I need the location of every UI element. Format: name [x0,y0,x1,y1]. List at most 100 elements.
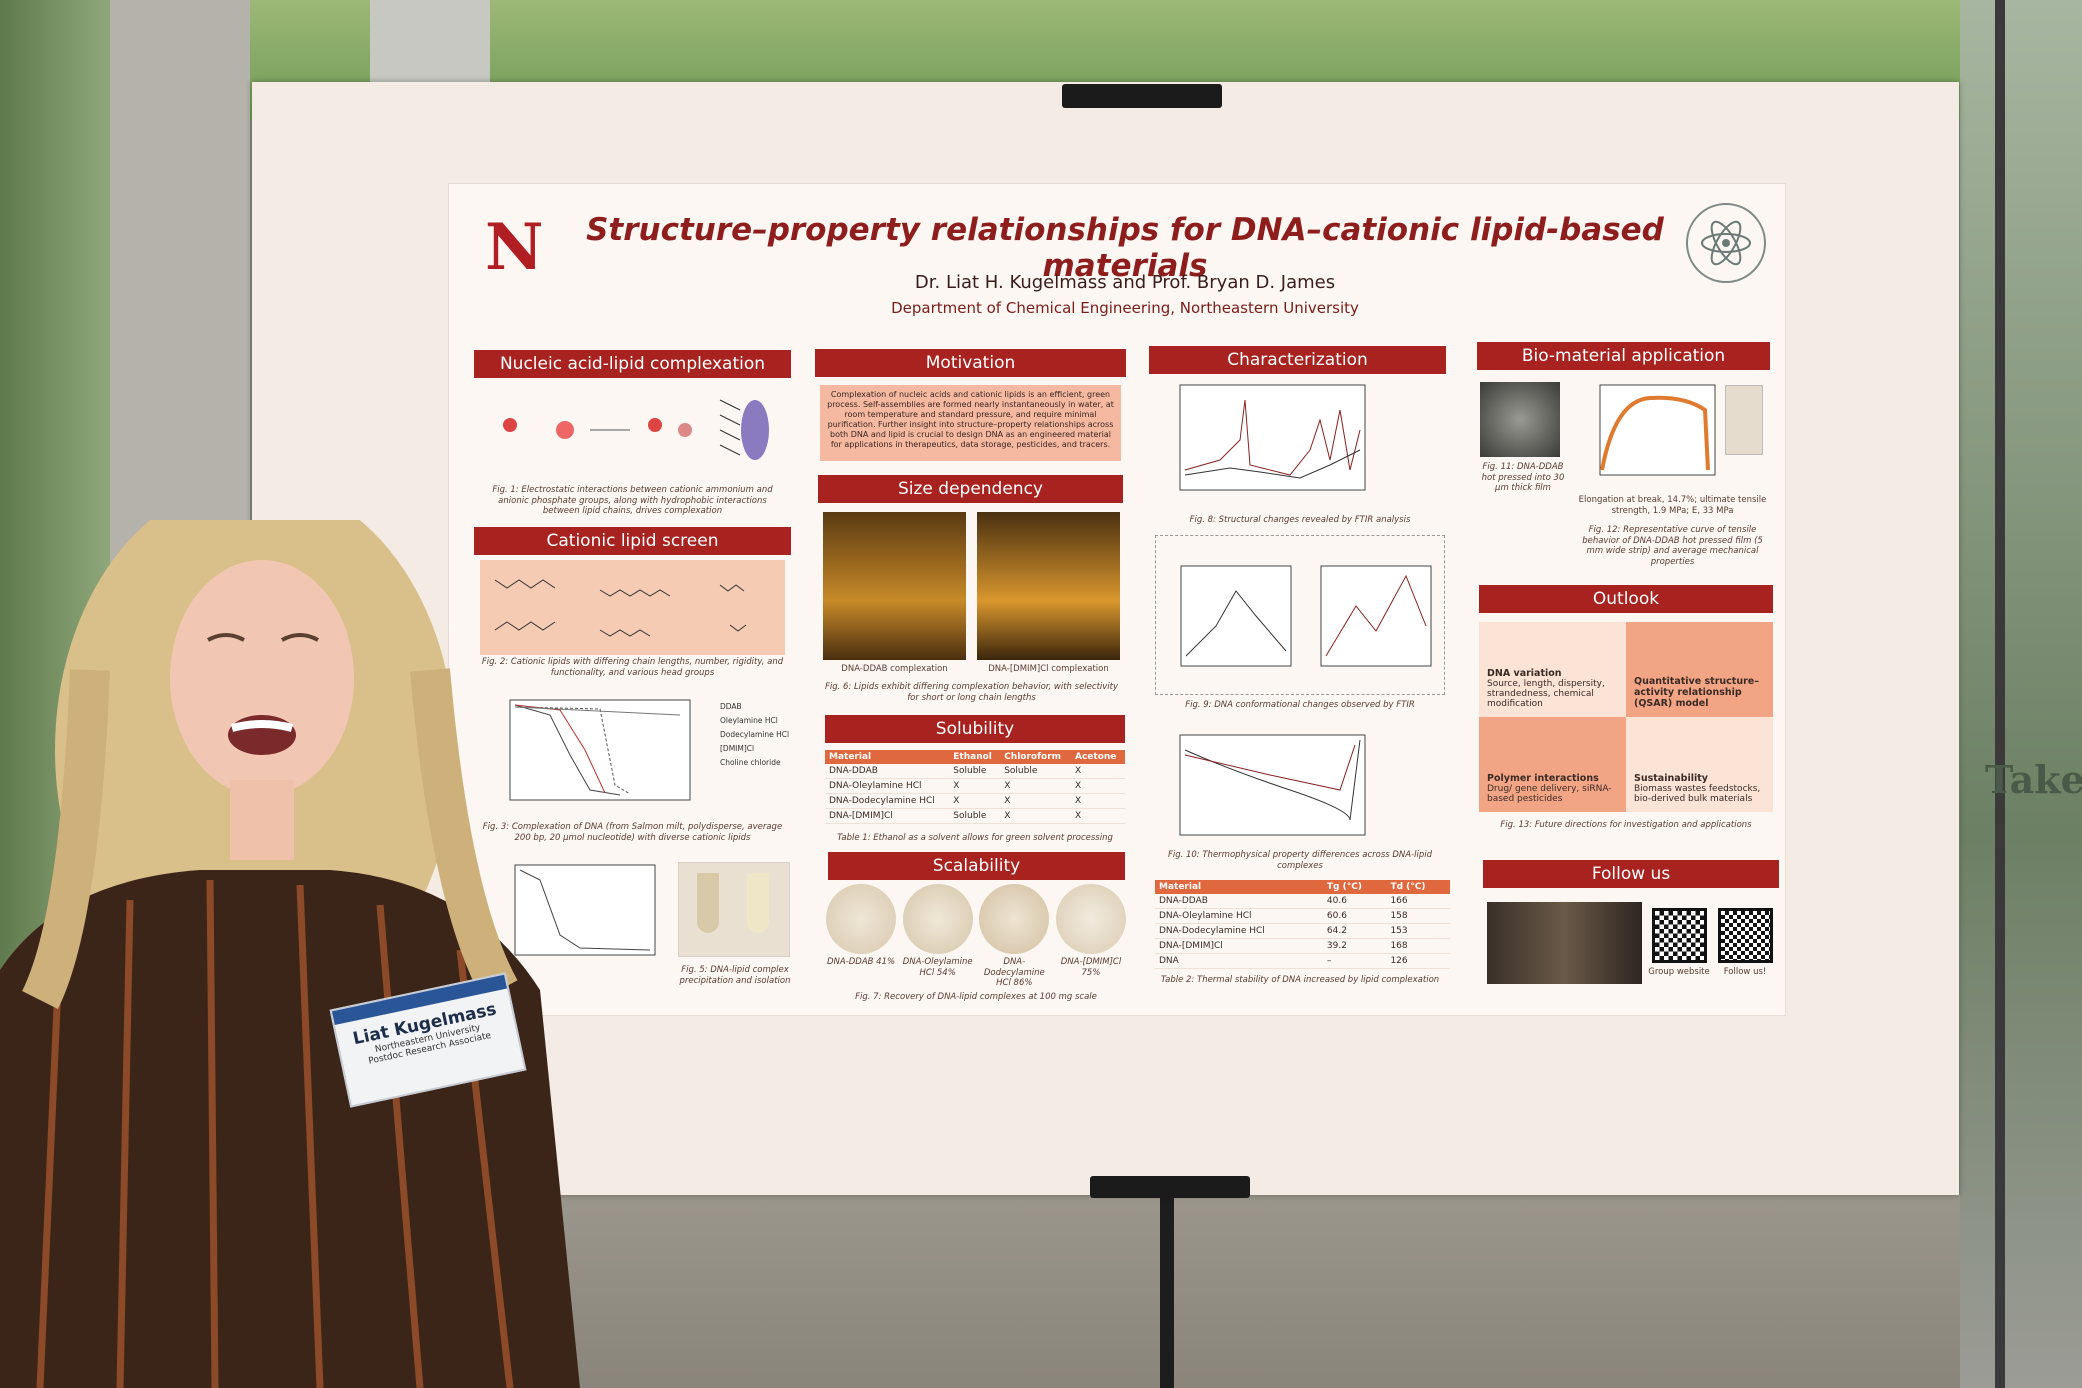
gel-label: DNA-DDAB complexation [841,664,948,674]
caption: Fig. 8: Structural changes revealed by F… [1189,515,1411,525]
gel-label: DNA-[DMIM]Cl complexation [988,664,1109,674]
schematic [503,399,769,460]
caption: Fig. 2: Cationic lipids with differing c… [481,657,784,678]
fig-conformation [1155,535,1445,695]
section-heading: Scalability [828,852,1125,880]
table-row: DNA-Dodecylamine HCl 64.2 153 [1155,923,1450,939]
caption: Fig. 11: DNA-DDAB hot pressed into 30 μm… [1481,462,1565,494]
table-cell: DNA-DDAB [1155,894,1323,909]
caption: Table 1: Ethanol as a solvent allows for… [837,833,1113,843]
caption: Fig. 5: DNA-lipid complex precipitation … [679,965,791,986]
qr-code [1718,908,1773,963]
legend-entry: [DMIM]Cl [720,744,755,753]
header-row: Material Tg (°C) Td (°C) [1155,880,1450,894]
atom [1701,220,1751,266]
table-cell: 166 [1386,894,1450,909]
easel-clip [1062,84,1222,108]
dish-label: DNA-Dodecylamine HCl 86% [983,957,1045,989]
window-frame [1995,0,2005,1388]
motivation-text: Complexation of nucleic acids and cation… [820,385,1121,461]
group-photo [1487,902,1642,984]
outlook-title: Polymer interactions [1487,773,1599,784]
section-heading: Characterization [1149,346,1446,374]
table-cell: 60.6 [1322,908,1387,924]
table-cell: DNA-Dodecylamine HCl [1155,923,1323,939]
table-cell: – [1322,953,1387,969]
dish: DNA-Oleylamine HCl 54% [902,884,973,989]
authors: Dr. Liat H. Kugelmass and Prof. Bryan D.… [914,272,1336,293]
table-row: DNA-[DMIM]Cl 39.2 168 [1155,938,1450,954]
film-photo [1480,382,1560,457]
link-label: Group website [1648,967,1710,977]
seal [1686,203,1766,283]
table-cell: X [949,778,1001,794]
outlook-text: Source, length, dispersity, strandedness… [1487,679,1605,709]
caption: Fig. 13: Future directions for investiga… [1500,820,1752,830]
table-cell: 158 [1386,908,1450,924]
section-heading: Follow us [1483,860,1779,888]
legend: DDAB Oleylamine HCl Dodecylamine HCl [DM… [720,700,789,770]
table-cell: Soluble [1000,764,1071,779]
link-label: Follow us! [1723,967,1767,977]
outlook-text: Drug/ gene delivery, siRNA-based pestici… [1487,784,1612,804]
table-cell: X [1000,793,1071,809]
fig-complexation [509,699,691,801]
floor [560,1195,1960,1388]
solubility-table: Material Ethanol Chloroform Acetone DNA-DDAB… [825,750,1125,824]
table-row: DNA-[DMIM]Cl Soluble X X [825,808,1125,824]
caption: Fig. 7: Recovery of DNA-lipid complexes … [855,992,1097,1002]
dish: DNA-DDAB 41% [826,884,896,989]
outlook-item: DNA variation Source, length, dispersity,… [1479,622,1626,717]
outlook-title: DNA variation [1487,668,1562,679]
window-right [1960,0,2082,1388]
table-cell: X [1071,793,1125,809]
table-row: DNA-DDAB 40.6 166 [1155,894,1450,909]
qr-code [1652,908,1707,963]
column-header: Acetone [1071,750,1125,764]
caption: Fig. 10: Thermophysical property differe… [1167,850,1433,871]
dish-label: DNA-[DMIM]Cl 75% [1060,957,1122,978]
section-heading: Bio-material application [1477,342,1770,370]
sign: Takeda [1985,757,2082,802]
section-heading: Cationic lipid screen [474,527,791,555]
dish: DNA-Dodecylamine HCl 86% [979,884,1050,989]
caption: Fig. 3: Complexation of DNA (from Salmon… [482,822,783,843]
legend-entry: Choline chloride [720,758,781,767]
column-header: Td (°C) [1386,880,1450,894]
person [0,520,580,1388]
table-cell: X [1071,764,1125,779]
dish-label: DNA-DDAB 41% [826,957,896,967]
fig-tensile [1599,384,1716,476]
table-cell: DNA [1155,953,1323,969]
legend-entry: Oleylamine HCl [720,716,778,725]
dishes: DNA-DDAB 41% DNA-Oleylamine HCl 54% DNA-… [826,884,1126,989]
fig-dsc [1179,734,1366,836]
column-header: Ethanol [949,750,1001,764]
table-cell: 64.2 [1322,923,1387,939]
table-cell: DNA-[DMIM]Cl [1155,938,1323,954]
table-cell: 39.2 [1322,938,1387,954]
table-cell: 40.6 [1322,894,1387,909]
legend-entry: Dodecylamine HCl [720,730,790,739]
outlook-item: Quantitative structure–activity relation… [1626,622,1773,717]
outlook-grid: DNA variation Source, length, dispersity,… [1479,622,1773,812]
table-cell: X [1071,778,1125,794]
section-heading: Solubility [825,715,1125,743]
table-row: DNA-Dodecylamine HCl X X X [825,793,1125,809]
column-header: Material [1155,880,1323,894]
strip-photo [1725,385,1763,455]
dish-label: DNA-Oleylamine HCl 54% [902,957,973,978]
logo: N [485,210,544,285]
gel [823,512,966,660]
table-cell: 168 [1386,938,1450,954]
header-row: Material Ethanol Chloroform Acetone [825,750,1125,764]
column-header: Material [825,750,950,764]
outlook-title: Sustainability [1634,773,1708,784]
table: Material Ethanol Chloroform Acetone DNA-DDAB… [825,750,1125,824]
table-cell: Soluble [949,808,1001,824]
poster-title: Structure–property relationships for DNA… [586,212,1664,284]
legend-entry: DDAB [720,702,742,711]
section-heading: Size dependency [818,475,1123,503]
table-cell: X [1071,808,1125,824]
table-cell: DNA-Dodecylamine HCl [825,793,950,809]
